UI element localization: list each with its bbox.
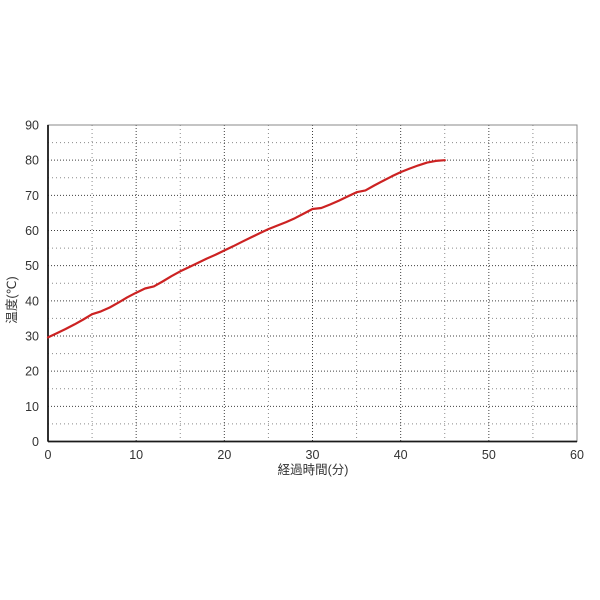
y-tick-label: 20 [25,365,39,379]
y-tick-label: 60 [25,224,39,238]
y-tick-label: 50 [25,259,39,273]
y-tick-label: 0 [32,435,39,449]
plot-frame [47,124,578,443]
y-tick-label: 40 [25,294,39,308]
x-tick-label: 20 [217,448,231,462]
x-axis-label: 経過時間(分) [278,463,349,477]
x-tick-labels: 0 10 20 30 40 50 60 [45,448,584,462]
x-tick-label: 30 [306,448,320,462]
x-tick-label: 50 [482,448,496,462]
temperature-series-line [46,159,446,339]
x-tick-label: 60 [570,448,584,462]
major-gridlines [48,125,577,442]
y-tick-label: 70 [25,189,39,203]
minor-gridlines [48,125,577,442]
y-tick-label: 90 [25,119,39,133]
x-tick-label: 40 [394,448,408,462]
x-tick-label: 0 [45,448,52,462]
y-tick-label: 80 [25,154,39,168]
series-line [46,159,446,339]
y-tick-label: 30 [25,330,39,344]
y-tick-labels: 0 10 20 30 40 50 60 70 80 90 [25,119,39,450]
y-axis-label: 温度(℃) [4,276,19,323]
y-tick-label: 10 [25,400,39,414]
x-tick-label: 10 [129,448,143,462]
